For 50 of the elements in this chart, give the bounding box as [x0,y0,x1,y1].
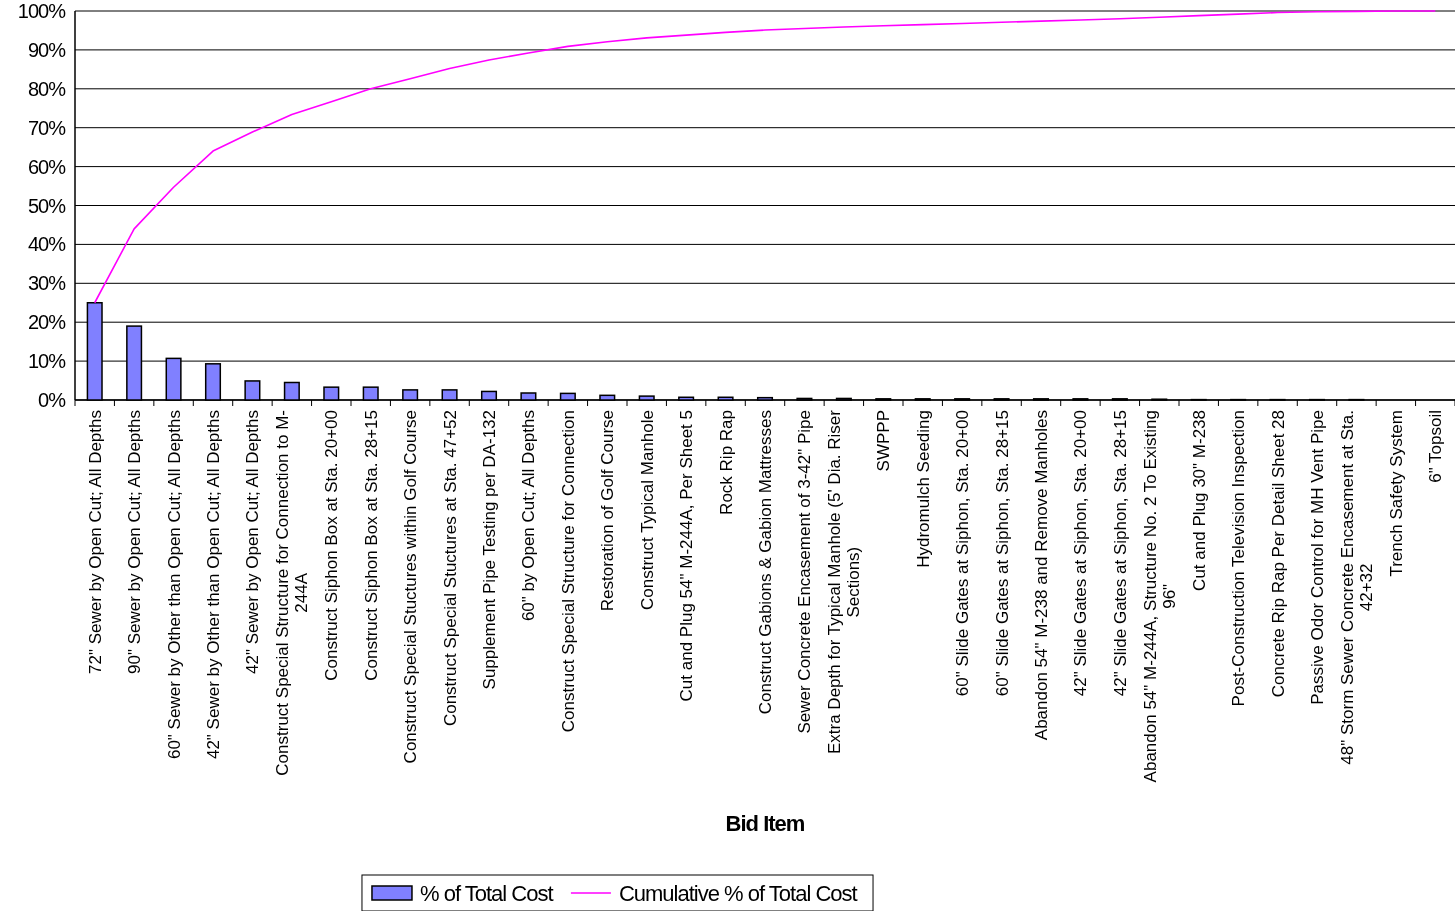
x-tick-label: Construct Special Stuctures within Golf Course [401,410,421,764]
y-tick-label: 40% [27,233,67,256]
x-tick-label: 6" Topsoil [1426,410,1446,483]
y-tick-label: 60% [27,155,67,178]
x-axis-title: Bid Item [725,811,805,836]
x-tick-label: 60" Sewer by Other than Open Cut; All Depths [164,410,184,760]
x-tick-label: Extra Depth for Typical Manhole (5' Dia. Riser Sections) [825,409,864,755]
y-tick-label: 20% [27,311,67,334]
x-tick-label: Supplement Pipe Testing per DA-132 [480,410,499,690]
x-tick-label: Construct Siphon Box at Sta. 20+00 [322,410,342,681]
x-tick-label: Cut and Plug 30" M-238 [1189,410,1209,591]
x-tick-label: Construct Special Structure for Connection to M-244A [273,410,312,776]
x-tick-label: 42" Sewer by Open Cut; All Depths [243,410,263,675]
x-tick-label: Restoration of Golf Course [598,410,618,612]
x-tick-label: Construct Special Structure for Connection [558,410,578,733]
legend-label: % of Total Cost [419,881,554,906]
y-tick-label: 50% [27,194,67,217]
x-tick-label: Construct Special Stuctures at Sta. 47+52 [440,410,460,727]
y-tick-label: 100% [17,0,67,22]
x-tick-label: Construct Typical Manhole [637,410,657,611]
x-tick-label: SWPPP [874,410,894,472]
x-tick-label: Concrete Rip Rap Per Detail Sheet 28 [1268,410,1288,698]
x-tick-label: Sewer Concrete Encasement of 3-42" Pipe [795,410,815,734]
x-tick-label: Abandon 54" M-244A, Structure No. 2 To Existing 96" [1140,410,1179,783]
x-tick-label: 60" by Open Cut; All Depths [519,410,539,622]
x-tick-label: Trench Safety System [1386,410,1406,577]
y-tick-label: 30% [27,272,67,295]
y-tick-label: 80% [27,77,67,100]
line-series [93,10,1437,304]
x-tick-label: Cut and Plug 54" M-244A, Per Sheet 5 [677,410,697,702]
x-tick-label: 42" Sewer by Other than Open Cut; All Depths [204,410,223,760]
x-tick-label: Construct Gabions & Gabion Mattresses [756,410,775,715]
legend-label: Cumulative % of Total Cost [618,881,858,906]
x-tick-label: Abandon 54" M-238 and Remove Manholes [1032,410,1051,741]
x-tick-label: Hydromulch Seeding [913,410,933,568]
y-tick-label: 10% [27,350,67,373]
x-tick-label: 48" Storm Sewer Concrete Encasement at Sta. 42+32 [1337,410,1376,765]
x-tick-label: Construct Siphon Box at Sta. 28+15 [361,410,381,681]
x-tick-label: 90" Sewer by Open Cut; All Depths [125,410,145,675]
x-tick-label: 72" Sewer by Open Cut; All Depths [85,410,105,675]
x-tick-label: 60" Slide Gates at Siphon, Sta. 20+00 [953,410,973,697]
x-tick-label: Rock Rip Rap [716,410,736,515]
x-tick-label: 42" Slide Gates at Siphon, Sta. 20+00 [1071,410,1091,697]
y-tick-label: 70% [27,116,67,139]
x-tick-label: Post-Construction Television Inspection [1229,410,1249,707]
x-tick-label: 42" Slide Gates at Siphon, Sta. 28+15 [1110,410,1130,697]
x-tick-label: 60" Slide Gates at Siphon, Sta. 28+15 [992,410,1012,697]
y-tick-label: 90% [27,38,67,61]
y-tick-label: 0% [38,389,67,411]
x-tick-label: Passive Odor Control for MH Vent Pipe [1308,410,1327,705]
